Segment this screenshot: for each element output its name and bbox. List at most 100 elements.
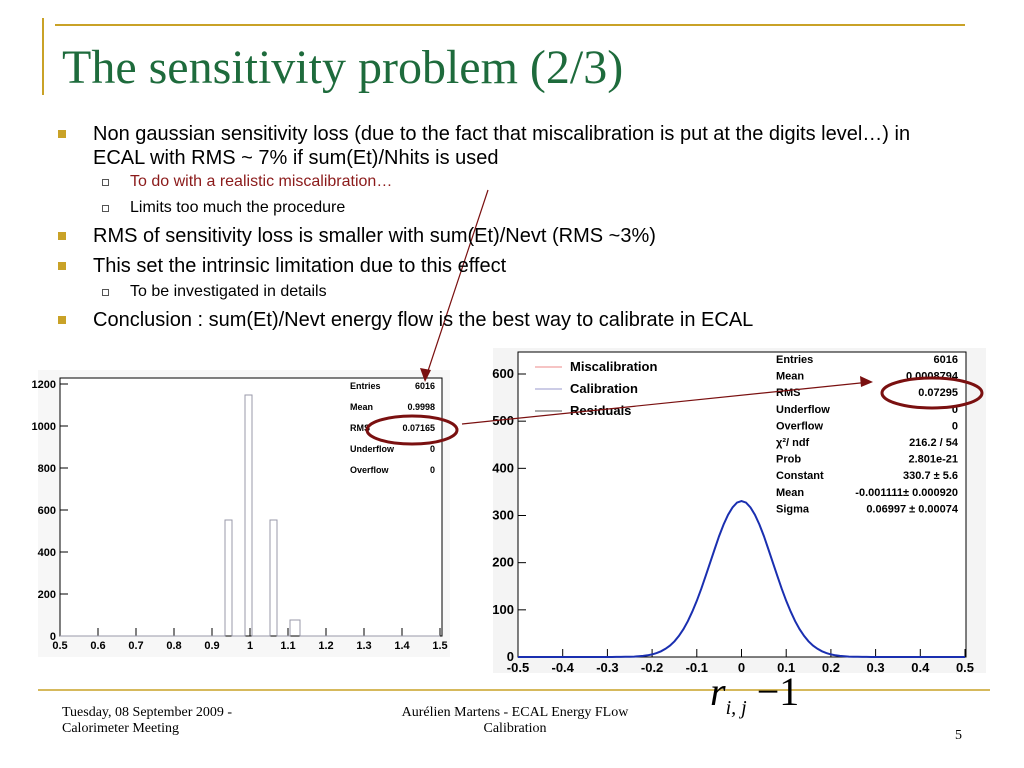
stat-value: 216.2 / 54: [909, 437, 959, 449]
y-tick-label: 400: [38, 547, 56, 559]
bullet-marker: [58, 262, 66, 270]
bullet: This set the intrinsic limitation due to…: [58, 254, 933, 278]
formula-sub: i, j: [725, 697, 747, 719]
x-tick-label: 1.1: [280, 640, 295, 652]
arrow: [424, 189, 489, 381]
stat-label: Underflow: [776, 404, 830, 416]
x-tick-label: 1: [247, 640, 253, 652]
x-tick-label: 0.5: [52, 640, 67, 652]
stat-label: Underflow: [350, 444, 395, 454]
histogram: [60, 394, 440, 637]
y-tick-label: 200: [38, 589, 56, 601]
x-tick-label: -0.3: [596, 660, 618, 675]
stat-value: 0.06997 ± 0.00074: [866, 503, 959, 515]
stat-label: Mean: [350, 402, 373, 412]
stat-label: Prob: [776, 454, 801, 466]
x-tick-label: -0.2: [641, 660, 663, 675]
y-tick-label: 100: [492, 602, 514, 617]
y-tick-label: 1200: [32, 379, 56, 391]
x-tick-label: 0.6: [90, 640, 105, 652]
x-tick-label: 0.5: [956, 660, 974, 675]
stat-label: Constant: [776, 470, 824, 482]
stat-value: 0.07295: [918, 387, 958, 399]
x-tick-label: 0.9: [204, 640, 219, 652]
bullet-marker: [58, 316, 66, 324]
bullet-marker: [58, 130, 66, 138]
y-tick-label: 600: [38, 505, 56, 517]
bullet-text: Limits too much the procedure: [130, 199, 346, 216]
x-tick-label: 0: [738, 660, 745, 675]
stat-value: 6016: [415, 381, 435, 391]
y-tick-label: 0: [507, 649, 514, 664]
legend-label: Miscalibration: [570, 359, 657, 374]
formula-base: r: [710, 669, 726, 714]
bullet: To be investigated in details: [102, 282, 970, 302]
stat-value: 330.7 ± 5.6: [903, 470, 958, 482]
bullet: Non gaussian sensitivity loss (due to th…: [58, 122, 933, 170]
y-tick-label: 0: [50, 631, 56, 643]
formula: ri, j −1: [710, 668, 799, 720]
arrowhead: [860, 376, 873, 387]
y-tick-label: 600: [492, 366, 514, 381]
stat-value: -0.001111± 0.000920: [855, 487, 958, 499]
x-tick-label: 1.2: [318, 640, 333, 652]
highlight: [880, 376, 984, 410]
stat-label: Overflow: [350, 465, 390, 475]
y-tick-label: 400: [492, 460, 514, 475]
y-tick-label: 200: [492, 555, 514, 570]
arrow: [461, 381, 871, 425]
x-tick-label: -0.1: [686, 660, 708, 675]
stat-label: Sigma: [776, 503, 810, 515]
bullet-marker: [58, 232, 66, 240]
stat-value: 6016: [934, 354, 958, 366]
bullet-text: This set the intrinsic limitation due to…: [93, 255, 507, 277]
footer-date: Tuesday, 08 September 2009 - Calorimeter…: [62, 705, 233, 736]
stat-label: RMS: [350, 423, 370, 433]
bullet-text: Non gaussian sensitivity loss (due to th…: [93, 123, 911, 169]
stat-value: 0.9998: [407, 402, 435, 412]
x-tick-label: -0.5: [507, 660, 529, 675]
stat-value: 0: [430, 444, 435, 454]
legend-label: Residuals: [570, 403, 631, 418]
bullet: Conclusion : sum(Et)/Nevt energy flow is…: [58, 308, 933, 332]
stat-label: Mean: [776, 487, 804, 499]
x-tick-label: 0.2: [822, 660, 840, 675]
x-tick-label: 0.7: [128, 640, 143, 652]
stat-value: 2.801e-21: [908, 454, 958, 466]
bullet-text: To do with a realistic miscalibration…: [130, 173, 393, 190]
y-tick-label: 300: [492, 508, 514, 523]
stat-value: 0: [952, 420, 958, 432]
stat-value: 0: [952, 404, 958, 416]
x-tick-label: 0.1: [777, 660, 795, 675]
bullet-text: Conclusion : sum(Et)/Nevt energy flow is…: [93, 309, 754, 331]
x-tick-label: -0.4: [551, 660, 574, 675]
bullet-marker: [102, 289, 109, 296]
stat-label: Mean: [776, 371, 804, 383]
x-tick-label: 0.8: [166, 640, 181, 652]
y-tick-label: 800: [38, 463, 56, 475]
stat-label: χ²/ ndf: [776, 437, 810, 449]
x-tick-label: 1.4: [394, 640, 410, 652]
x-tick-label: 1.3: [356, 640, 371, 652]
y-tick-label: 1000: [32, 421, 56, 433]
legend-label: Calibration: [570, 381, 638, 396]
stat-label: Entries: [350, 381, 381, 391]
highlight: [365, 414, 459, 446]
x-tick-label: 0.4: [911, 660, 930, 675]
bullet-text: RMS of sensitivity loss is smaller with …: [93, 225, 656, 247]
stat-value: 0: [430, 465, 435, 475]
bullet: To do with a realistic miscalibration…: [102, 172, 970, 192]
bullet: Limits too much the procedure: [102, 198, 970, 218]
formula-rest: −1: [756, 669, 800, 714]
bullet-marker: [102, 179, 109, 186]
stat-label: Overflow: [776, 420, 824, 432]
y-tick-label: 500: [492, 413, 514, 428]
stat-value: 0.07165: [402, 423, 435, 433]
bullet-text: To be investigated in details: [130, 283, 327, 300]
bullet: RMS of sensitivity loss is smaller with …: [58, 224, 933, 248]
left-plot-area: [59, 377, 443, 637]
title: The sensitivity problem (2/3): [62, 41, 624, 94]
x-tick-label: 1.5: [432, 640, 447, 652]
